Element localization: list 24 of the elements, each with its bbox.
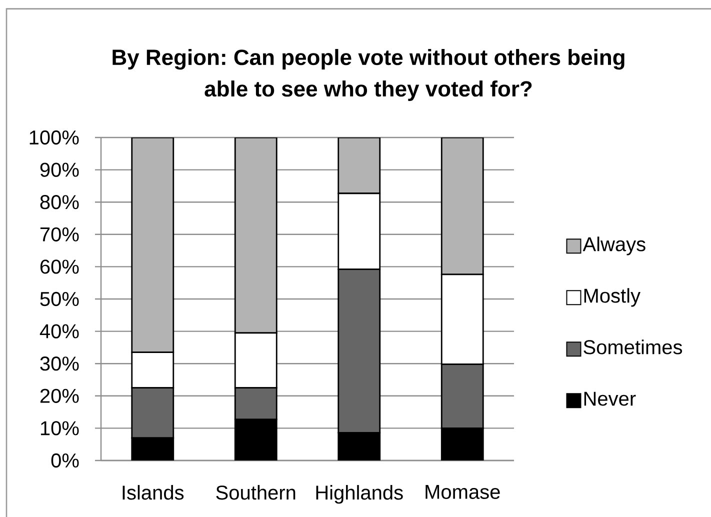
y-tick-label: 30% <box>40 356 79 371</box>
bar <box>440 138 484 276</box>
x-tick-label: Southern <box>216 485 296 500</box>
y-tick-label: 10% <box>40 421 79 436</box>
x-tick-label: Highlands <box>316 485 403 504</box>
x-tick-label: Islands <box>122 485 184 500</box>
bar <box>338 138 381 194</box>
y-tick-label: 0% <box>51 453 79 468</box>
x-tick-label: Momase <box>426 485 500 499</box>
bar <box>234 138 278 334</box>
legend-label: Never <box>584 392 636 406</box>
y-tick-label: 50% <box>40 292 79 306</box>
y-tick-label: 40% <box>40 324 79 338</box>
legend-label: Mostly <box>584 288 640 307</box>
bar <box>131 138 174 353</box>
y-tick-label: 20% <box>40 388 79 403</box>
y-tick-label: 90% <box>40 162 79 177</box>
legend-label: Always <box>582 236 646 256</box>
y-tick-label: 80% <box>40 195 79 210</box>
legend-label: Sometimes <box>584 340 682 354</box>
y-tick-label: 100% <box>30 130 79 145</box>
chart-title: By Region: Can people vote without others being able to see who they voted for? <box>112 48 624 101</box>
y-tick-label: 70% <box>40 227 79 242</box>
y-tick-label: 60% <box>40 260 79 274</box>
